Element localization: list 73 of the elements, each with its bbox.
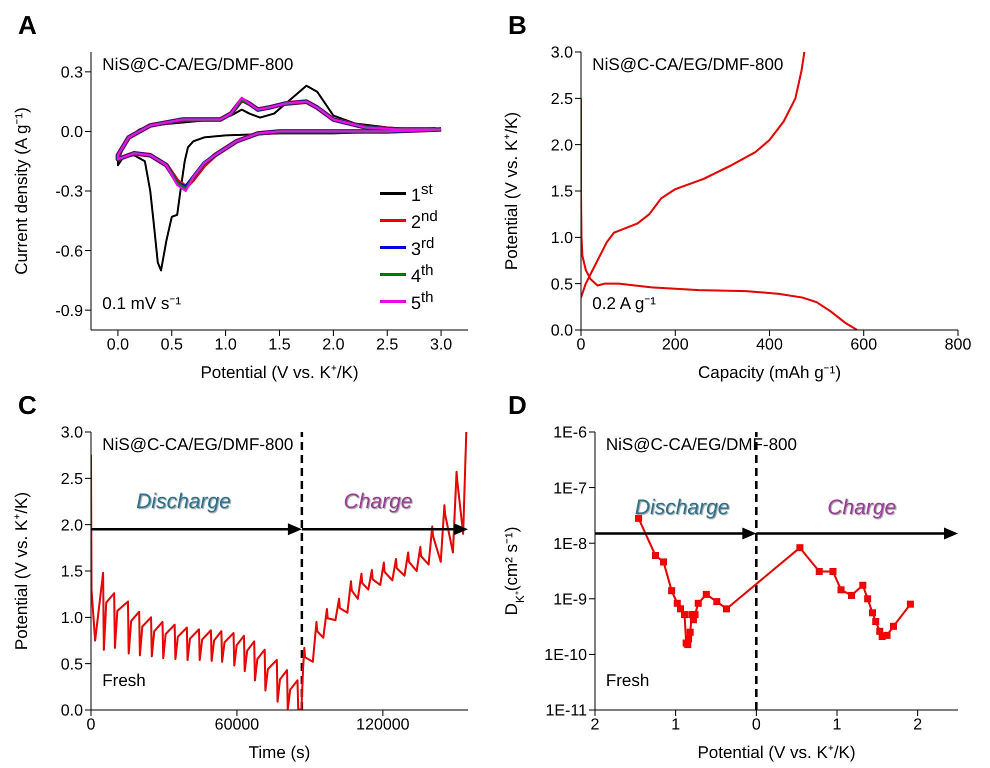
y-axis-title: Potential (V vs. K⁺/K) — [502, 112, 521, 270]
x-tick-label: 2.0 — [322, 336, 345, 354]
chart-title: D — [508, 390, 527, 421]
x-tick-label: 400 — [756, 336, 783, 354]
x-tick-label: 200 — [662, 336, 689, 354]
x-tick-label: 1.5 — [268, 336, 291, 354]
y-tick-label: -0.6 — [55, 243, 84, 260]
annotation: NiS@C-CA/EG/DMF-800 — [102, 54, 294, 75]
y-tick-label: 3.0 — [60, 424, 84, 442]
y-tick-label: -0.9 — [55, 302, 84, 320]
y-tick-label: 3.0 — [550, 44, 574, 62]
y-tick-label: 1E-6 — [553, 424, 588, 442]
y-tick-label: 0.0 — [550, 322, 574, 340]
annotation: Charge — [827, 496, 896, 520]
x-axis-title: Time (s) — [248, 743, 310, 762]
x-tick-label: 1.0 — [214, 336, 237, 354]
x-tick-label: 800 — [944, 336, 972, 354]
x-tick-label: 0.5 — [160, 336, 184, 354]
y-axis-title: Potential (V vs. K⁺/K) — [12, 492, 31, 650]
y-axis-title: Current density (A g⁻¹) — [12, 107, 31, 275]
y-tick-label: 1E-11 — [545, 702, 588, 720]
x-tick-label: 1 — [671, 716, 680, 734]
x-tick-label: 1 — [832, 716, 842, 734]
y-tick-label: 1.0 — [550, 230, 574, 248]
x-tick-label: 120000 — [356, 716, 410, 734]
legend-label: 3$^{rd}$ — [411, 235, 434, 260]
y-tick-label: -0.3 — [55, 184, 84, 201]
annotation: NiS@C-CA/EG/DMF-800 — [592, 54, 784, 75]
y-tick-label: 2.5 — [550, 91, 574, 108]
y-tick-label: 2.0 — [550, 137, 574, 154]
y-tick-label: 1E-7 — [553, 480, 588, 498]
legend-label: 5$^{th}$ — [411, 289, 434, 314]
y-tick-label: 2.5 — [60, 471, 84, 488]
y-tick-label: 1.5 — [60, 564, 84, 581]
y-tick-label: 0.0 — [60, 124, 84, 142]
x-tick-label: 0 — [752, 716, 761, 734]
annotation: Fresh — [606, 671, 650, 692]
legend-label: 1$^{st}$ — [411, 181, 433, 206]
x-tick-label: 0 — [86, 716, 96, 734]
y-tick-label: 1.0 — [60, 610, 84, 628]
chart-title: C — [18, 390, 37, 421]
annotation: Discharge — [634, 496, 730, 520]
x-tick-label: 2 — [590, 716, 600, 734]
x-tick-label: 0 — [576, 336, 586, 354]
y-tick-label: 0.5 — [550, 276, 574, 294]
annotation: Fresh — [102, 671, 146, 692]
y-tick-label: 1E-10 — [544, 647, 588, 664]
x-tick-label: 3.0 — [430, 336, 452, 354]
chart-title: B — [508, 10, 527, 41]
annotation: Discharge — [136, 490, 231, 514]
y-tick-label: 0.5 — [60, 656, 84, 674]
annotation: 0.1 mV s⁻¹ — [102, 293, 182, 314]
y-tick-label: 2.0 — [60, 517, 84, 534]
annotation: NiS@C-CA/EG/DMF-800 — [102, 434, 294, 455]
legend-label: 2$^{nd}$ — [411, 208, 438, 233]
annotation: Charge — [344, 490, 412, 514]
x-tick-label: 600 — [850, 336, 878, 354]
x-tick-label: 2 — [913, 716, 922, 734]
y-tick-label: 1E-9 — [553, 591, 588, 608]
x-axis-title: Potential (V vs. K⁺/K) — [697, 743, 856, 762]
y-tick-label: 1.5 — [550, 184, 574, 201]
x-tick-label: 2.5 — [376, 336, 398, 354]
x-axis-title: Potential (V vs. K⁺/K) — [200, 363, 359, 382]
chart-title: A — [18, 10, 37, 41]
annotation: NiS@C-CA/EG/DMF-800 — [606, 434, 797, 455]
y-tick-label: 1E-8 — [553, 536, 588, 553]
x-tick-label: 0.0 — [106, 336, 130, 354]
annotation: 0.2 A g⁻¹ — [592, 293, 656, 314]
legend-label: 4$^{th}$ — [411, 262, 434, 287]
x-axis-title: Capacity (mAh g⁻¹) — [698, 363, 841, 382]
y-tick-label: 0.0 — [60, 702, 84, 720]
x-tick-label: 60000 — [214, 716, 260, 734]
y-tick-label: 0.3 — [60, 64, 84, 82]
